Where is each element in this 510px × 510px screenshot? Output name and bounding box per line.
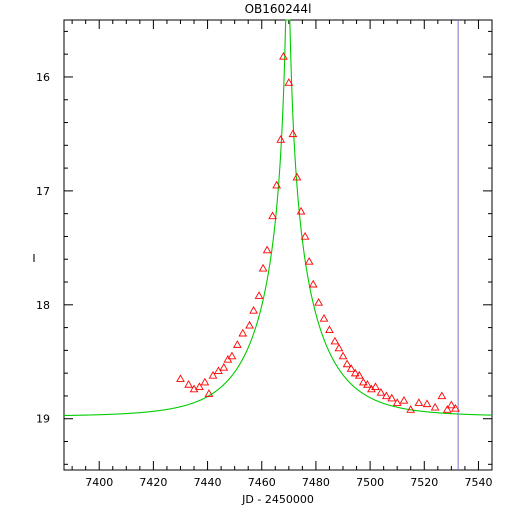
plot-frame bbox=[63, 19, 493, 471]
observation-point bbox=[288, 129, 298, 138]
observation-point bbox=[387, 393, 397, 402]
observation-point bbox=[392, 398, 402, 406]
observation-point bbox=[451, 403, 460, 412]
observation-point bbox=[354, 370, 364, 379]
observation-point bbox=[342, 359, 352, 368]
observation-point bbox=[371, 382, 380, 390]
observation-point bbox=[367, 384, 376, 393]
observation-point bbox=[296, 206, 306, 215]
observation-point bbox=[249, 305, 258, 314]
chart-title: OB160244l bbox=[245, 2, 312, 16]
x-tick-label: 7460 bbox=[248, 476, 276, 489]
observation-points bbox=[176, 51, 460, 413]
observation-point bbox=[238, 328, 248, 337]
observation-point bbox=[219, 362, 229, 371]
observation-point bbox=[245, 320, 254, 329]
observation-point bbox=[346, 364, 356, 372]
observation-point bbox=[399, 395, 409, 404]
y-tick-label: 18 bbox=[36, 299, 50, 312]
observation-point bbox=[314, 298, 324, 306]
observation-point bbox=[446, 400, 456, 409]
observation-point bbox=[284, 78, 294, 86]
observation-point bbox=[276, 135, 286, 143]
observation-point bbox=[442, 405, 452, 413]
observation-point bbox=[272, 180, 282, 189]
observation-point bbox=[204, 389, 214, 397]
x-tick-label: 7480 bbox=[302, 476, 330, 489]
observation-point bbox=[232, 340, 242, 348]
y-tick-label: 16 bbox=[36, 71, 50, 84]
x-tick-label: 7420 bbox=[139, 476, 167, 489]
observation-point bbox=[308, 279, 318, 288]
x-axis: 7400 7420 7440 7460 7480 7500 7520 7540 bbox=[71, 20, 493, 489]
observation-point bbox=[176, 374, 185, 383]
observation-point bbox=[319, 313, 329, 322]
observation-point bbox=[300, 231, 310, 240]
y-axis-label: I bbox=[32, 252, 35, 265]
x-tick-label: 7520 bbox=[410, 476, 438, 489]
observation-point bbox=[363, 380, 372, 388]
observation-point bbox=[208, 370, 218, 379]
observation-point bbox=[376, 388, 386, 396]
observation-point bbox=[279, 51, 288, 60]
observation-point bbox=[437, 391, 447, 400]
x-tick-label: 7540 bbox=[464, 476, 492, 489]
observation-point bbox=[381, 391, 391, 400]
observation-point bbox=[334, 343, 344, 352]
observation-point bbox=[258, 263, 268, 272]
observation-point bbox=[262, 245, 272, 254]
model-fit-curve bbox=[64, 19, 492, 417]
observation-point bbox=[414, 398, 424, 406]
observation-point bbox=[406, 405, 416, 413]
observation-point bbox=[184, 380, 193, 388]
x-tick-label: 7440 bbox=[194, 476, 222, 489]
observation-point bbox=[304, 257, 314, 265]
observation-point bbox=[330, 336, 340, 345]
observation-point bbox=[292, 172, 302, 181]
x-tick-label: 7400 bbox=[85, 476, 113, 489]
observation-point bbox=[254, 291, 264, 299]
observation-point bbox=[200, 377, 210, 386]
observation-point bbox=[268, 211, 277, 220]
observation-point bbox=[227, 351, 237, 360]
y-axis: 16 17 18 19 bbox=[36, 30, 492, 465]
plot-area bbox=[63, 19, 493, 471]
observation-point bbox=[325, 325, 334, 334]
observation-point bbox=[358, 377, 368, 386]
observation-point bbox=[350, 368, 360, 377]
y-tick-label: 17 bbox=[36, 185, 50, 198]
model-curve-layer bbox=[64, 19, 492, 417]
observation-point bbox=[430, 402, 440, 411]
y-tick-label: 19 bbox=[36, 413, 50, 426]
observation-point bbox=[422, 399, 432, 408]
x-tick-label: 7500 bbox=[356, 476, 384, 489]
x-axis-label: JD - 2450000 bbox=[241, 493, 314, 506]
observation-point bbox=[338, 351, 348, 360]
observation-point bbox=[195, 382, 204, 390]
